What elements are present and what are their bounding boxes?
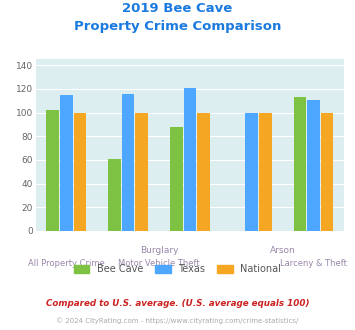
Bar [47, 110, 59, 231]
Text: Compared to U.S. average. (U.S. average equals 100): Compared to U.S. average. (U.S. average … [46, 299, 309, 308]
Text: Larceny & Theft: Larceny & Theft [280, 259, 347, 268]
Bar [73, 113, 86, 231]
Legend: Bee Cave, Texas, National: Bee Cave, Texas, National [74, 264, 281, 274]
Text: All Property Crime: All Property Crime [28, 259, 105, 268]
Bar [135, 113, 148, 231]
Text: © 2024 CityRating.com - https://www.cityrating.com/crime-statistics/: © 2024 CityRating.com - https://www.city… [56, 317, 299, 324]
Bar [294, 97, 306, 231]
Bar [321, 113, 333, 231]
Bar [60, 95, 73, 231]
Bar [108, 159, 121, 231]
Text: Property Crime Comparison: Property Crime Comparison [74, 20, 281, 33]
Bar [245, 113, 258, 231]
Bar [197, 113, 210, 231]
Bar [259, 113, 272, 231]
Bar [122, 94, 135, 231]
Text: Motor Vehicle Theft: Motor Vehicle Theft [118, 259, 200, 268]
Text: Burglary: Burglary [140, 246, 178, 255]
Bar [170, 127, 183, 231]
Text: Arson: Arson [270, 246, 295, 255]
Text: 2019 Bee Cave: 2019 Bee Cave [122, 2, 233, 15]
Bar [184, 88, 196, 231]
Bar [307, 100, 320, 231]
